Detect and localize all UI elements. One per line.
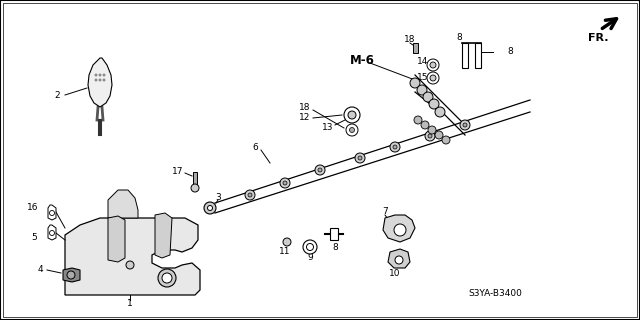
Text: M-6: M-6	[350, 53, 375, 67]
Circle shape	[99, 79, 101, 81]
Polygon shape	[388, 249, 410, 268]
Circle shape	[428, 134, 432, 138]
Text: 18: 18	[300, 103, 311, 113]
Circle shape	[283, 181, 287, 185]
Circle shape	[410, 78, 420, 88]
Circle shape	[460, 120, 470, 130]
Polygon shape	[88, 58, 112, 107]
Polygon shape	[63, 268, 80, 282]
Circle shape	[390, 142, 400, 152]
Circle shape	[67, 271, 75, 279]
Circle shape	[95, 74, 97, 76]
Circle shape	[103, 79, 105, 81]
Text: 8: 8	[507, 47, 513, 57]
Circle shape	[429, 99, 439, 109]
Circle shape	[394, 224, 406, 236]
Circle shape	[248, 193, 252, 197]
Text: 4: 4	[37, 266, 43, 275]
Circle shape	[95, 79, 97, 81]
Circle shape	[126, 261, 134, 269]
Circle shape	[355, 153, 365, 163]
Text: 9: 9	[307, 253, 313, 262]
Circle shape	[421, 121, 429, 129]
Polygon shape	[108, 190, 138, 218]
Circle shape	[425, 131, 435, 141]
Circle shape	[158, 269, 176, 287]
Circle shape	[442, 136, 450, 144]
Circle shape	[430, 62, 436, 68]
Circle shape	[463, 123, 467, 127]
Circle shape	[427, 59, 439, 71]
Circle shape	[395, 256, 403, 264]
Bar	[413, 43, 418, 53]
Text: FR.: FR.	[588, 33, 609, 43]
Circle shape	[307, 244, 314, 251]
Text: 7: 7	[382, 207, 388, 217]
Circle shape	[99, 74, 101, 76]
Text: 12: 12	[300, 114, 310, 123]
Circle shape	[191, 184, 199, 192]
Circle shape	[358, 156, 362, 160]
Polygon shape	[383, 215, 415, 242]
Text: 3: 3	[215, 193, 221, 202]
Text: 2: 2	[54, 91, 60, 100]
Text: 6: 6	[252, 143, 258, 153]
Text: 11: 11	[279, 247, 291, 257]
Circle shape	[414, 116, 422, 124]
Circle shape	[280, 178, 290, 188]
Circle shape	[162, 273, 172, 283]
Text: 13: 13	[323, 124, 333, 132]
Circle shape	[430, 75, 436, 81]
Circle shape	[427, 72, 439, 84]
Text: 8: 8	[332, 244, 338, 252]
Circle shape	[393, 145, 397, 149]
Circle shape	[428, 126, 436, 134]
Circle shape	[348, 111, 356, 119]
Circle shape	[344, 107, 360, 123]
Polygon shape	[65, 218, 200, 295]
Polygon shape	[330, 228, 338, 240]
Polygon shape	[108, 216, 125, 262]
Circle shape	[283, 238, 291, 246]
Text: 15: 15	[417, 74, 428, 83]
Circle shape	[435, 131, 443, 139]
Text: 8: 8	[456, 34, 462, 43]
Circle shape	[315, 165, 325, 175]
Text: 5: 5	[31, 233, 37, 242]
Circle shape	[435, 107, 445, 117]
Polygon shape	[155, 213, 172, 258]
Text: 1: 1	[127, 299, 133, 308]
Circle shape	[49, 230, 54, 236]
Text: S3YA-B3400: S3YA-B3400	[468, 289, 522, 298]
Text: 16: 16	[28, 203, 39, 212]
Text: 17: 17	[172, 167, 184, 177]
Circle shape	[349, 127, 355, 132]
Circle shape	[245, 190, 255, 200]
Circle shape	[417, 85, 427, 95]
Polygon shape	[48, 225, 56, 240]
Circle shape	[103, 74, 105, 76]
Circle shape	[303, 240, 317, 254]
Bar	[193, 172, 197, 186]
Text: 18: 18	[404, 36, 416, 44]
Polygon shape	[462, 43, 468, 68]
Polygon shape	[475, 43, 481, 68]
Circle shape	[346, 124, 358, 136]
Text: 10: 10	[389, 268, 401, 277]
Circle shape	[423, 92, 433, 102]
Polygon shape	[48, 205, 56, 220]
Circle shape	[207, 205, 212, 211]
Circle shape	[318, 168, 322, 172]
Circle shape	[204, 202, 216, 214]
Text: 14: 14	[417, 58, 428, 67]
Circle shape	[49, 211, 54, 215]
